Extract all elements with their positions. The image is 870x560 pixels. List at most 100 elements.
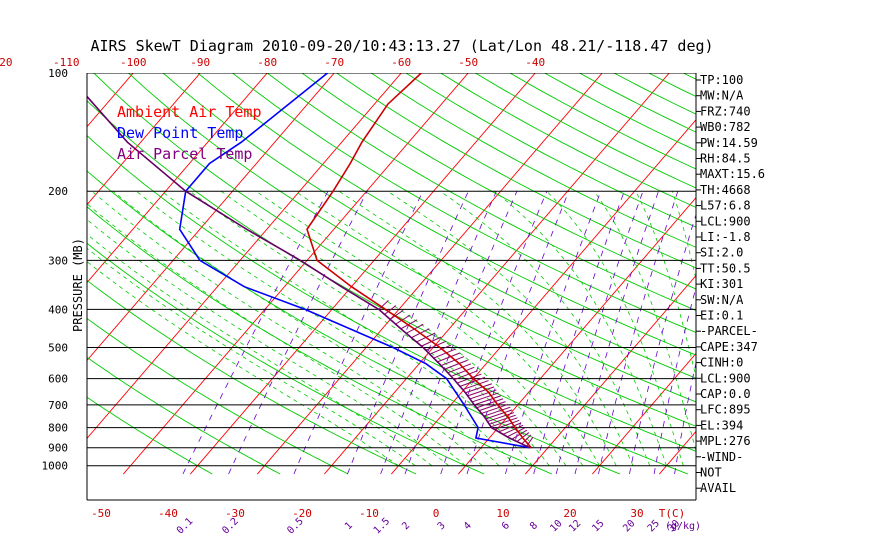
cape-hatch-line bbox=[521, 434, 532, 445]
cape-hatch-line bbox=[454, 370, 478, 381]
dry-adiabat-line bbox=[850, 55, 870, 474]
pressure-tick-label: 100 bbox=[48, 67, 68, 80]
cape-hatch-line bbox=[498, 422, 522, 433]
mixing-ratio-label: 15 bbox=[590, 518, 606, 534]
cape-hatch-line bbox=[425, 340, 447, 351]
isotherm-line bbox=[592, 352, 696, 475]
pressure-tick-label: 200 bbox=[48, 185, 68, 198]
mixing-ratio-line bbox=[404, 191, 518, 475]
dry-adiabat-line bbox=[266, 73, 696, 311]
cape-hatch-line bbox=[400, 319, 418, 330]
stability-index-label: EL:394 bbox=[700, 418, 743, 432]
cape-hatch-line bbox=[395, 314, 411, 325]
stability-index-label: LCL:900 bbox=[700, 214, 751, 228]
mixing-ratio-label: 0.1 bbox=[175, 516, 196, 537]
isotherm-line bbox=[458, 196, 696, 475]
top-temp-tick-label: -90 bbox=[190, 56, 210, 69]
stability-index-label: WB0:782 bbox=[700, 120, 751, 134]
isotherm-line bbox=[257, 73, 603, 475]
pressure-tick-label: 700 bbox=[48, 399, 68, 412]
isotherm-line bbox=[190, 73, 536, 475]
stability-index-label: KI:301 bbox=[700, 277, 743, 291]
bottom-temp-tick-label: -20 bbox=[292, 507, 312, 520]
stability-index-label: MW:N/A bbox=[700, 89, 744, 103]
dry-adiabat-line bbox=[87, 206, 553, 475]
cape-hatch-line bbox=[444, 359, 468, 370]
moist-adiabat-line bbox=[387, 190, 634, 466]
mixing-ratio-line bbox=[533, 191, 625, 475]
isotherm-line bbox=[0, 55, 82, 474]
dry-adiabat-line bbox=[127, 73, 696, 403]
cape-hatch-line bbox=[478, 401, 506, 412]
stability-index-label: PW:14.59 bbox=[700, 136, 758, 150]
cape-hatch-line bbox=[476, 398, 504, 409]
cape-hatch-line bbox=[467, 386, 495, 397]
pressure-tick-label: 1000 bbox=[42, 460, 69, 473]
stability-index-label: TT:50.5 bbox=[700, 261, 751, 275]
stability-index-label: NOT bbox=[700, 466, 722, 480]
bottom-temp-tick-label: 30 bbox=[630, 507, 643, 520]
stability-index-label: RH:84.5 bbox=[700, 152, 751, 166]
mixing-ratio-line bbox=[574, 191, 659, 475]
dry-adiabat-line bbox=[816, 55, 870, 474]
bottom-temp-tick-label: 10 bbox=[496, 507, 509, 520]
cape-hatch-line bbox=[440, 356, 465, 367]
dry-adiabat-line bbox=[231, 73, 696, 334]
cape-hatch-line bbox=[384, 305, 397, 315]
moist-adiabat-line bbox=[87, 203, 466, 466]
legend-item: Ambient Air Temp bbox=[117, 103, 262, 121]
stability-index-label: -PARCEL- bbox=[700, 324, 758, 338]
moist-adiabat-line bbox=[338, 190, 617, 466]
dry-adiabat-line bbox=[301, 73, 696, 290]
legend: Ambient Air Temp Dew Point Temp Air Parcel… bbox=[117, 103, 262, 163]
bottom-temp-tick-label: -30 bbox=[225, 507, 245, 520]
moist-adiabat-line bbox=[635, 191, 696, 379]
bottom-temp-tick-label: -50 bbox=[91, 507, 111, 520]
dry-adiabat-line bbox=[370, 73, 696, 248]
cape-hatch-line bbox=[494, 419, 520, 430]
cape-hatch-line bbox=[507, 427, 526, 438]
isotherm-line bbox=[87, 73, 201, 206]
dry-adiabat-line bbox=[509, 73, 696, 170]
cape-hatch-line bbox=[487, 412, 515, 423]
stability-index-label: AVAIL bbox=[700, 481, 736, 495]
stability-index-label: EI:0.1 bbox=[700, 309, 743, 323]
cape-hatch-line bbox=[429, 344, 452, 355]
moist-adiabat-line bbox=[220, 190, 567, 466]
moist-adiabat-line bbox=[294, 190, 600, 466]
stability-index-label: LI:-1.8 bbox=[700, 230, 751, 244]
cape-hatch-line bbox=[437, 352, 461, 363]
cape-hatch-line bbox=[481, 403, 509, 414]
isotherm-line bbox=[87, 73, 134, 128]
cape-hatch-line bbox=[450, 366, 475, 377]
moist-adiabat-line bbox=[91, 190, 483, 466]
dry-adiabat-line bbox=[749, 55, 870, 474]
dry-adiabat-line bbox=[87, 356, 281, 475]
pressure-tick-label: 500 bbox=[48, 341, 68, 354]
mixing-ratio-line bbox=[228, 191, 368, 475]
cape-hatch-line bbox=[447, 363, 472, 374]
isotherm-line bbox=[87, 73, 335, 362]
cape-hatch-line bbox=[459, 376, 486, 387]
stability-index-label: MAXT:15.6 bbox=[700, 167, 765, 181]
bottom-temp-tick-label: -10 bbox=[359, 507, 379, 520]
dry-adiabat-line bbox=[405, 73, 696, 228]
dry-adiabat-line bbox=[87, 100, 696, 452]
cape-hatch-line bbox=[465, 383, 493, 394]
cape-hatch-line bbox=[469, 389, 497, 400]
mixing-ratio-line bbox=[629, 213, 696, 475]
moist-adiabat-line bbox=[87, 233, 433, 467]
bottom-temp-tick-label: 20 bbox=[563, 507, 576, 520]
isotherm-line bbox=[324, 73, 670, 475]
stability-index-label: SW:N/A bbox=[700, 293, 744, 307]
mixing-ratio-label: 25 bbox=[646, 518, 662, 534]
top-temp-tick-label: -110 bbox=[53, 56, 80, 69]
isotherm-line bbox=[525, 274, 696, 475]
legend-item: Dew Point Temp bbox=[117, 124, 243, 142]
stability-index-label: TP:100 bbox=[700, 73, 743, 87]
dew-point-line bbox=[178, 73, 531, 449]
mixing-ratio-line bbox=[347, 191, 469, 475]
top-temp-tick-label: -80 bbox=[257, 56, 277, 69]
stability-index-label: SI:2.0 bbox=[700, 246, 743, 260]
mixing-ratio-line bbox=[293, 191, 424, 475]
